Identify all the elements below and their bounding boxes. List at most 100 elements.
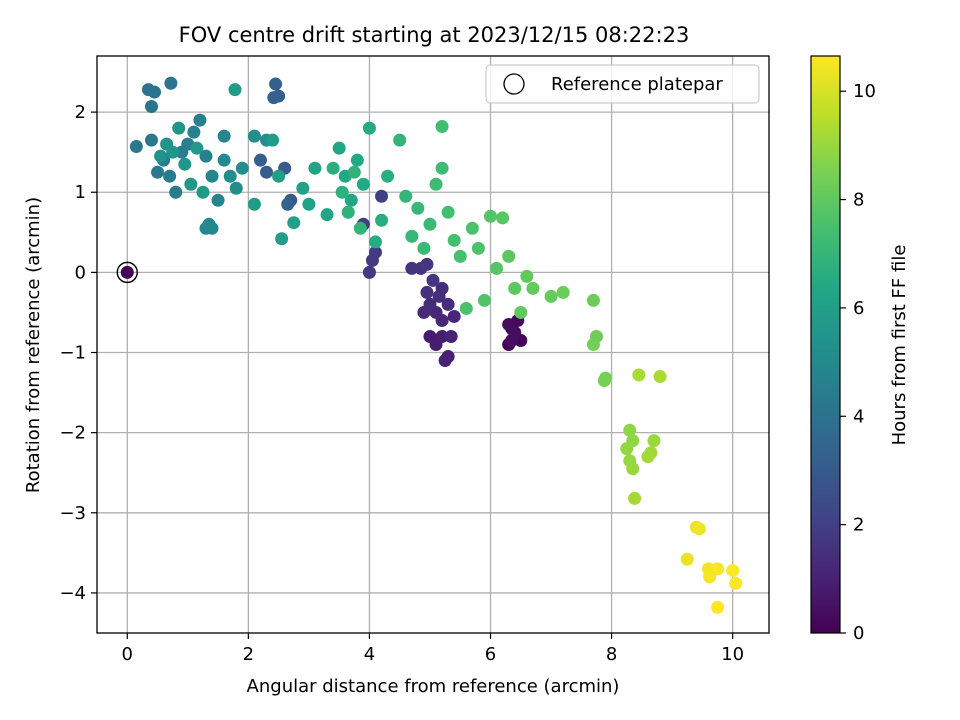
scatter-point <box>381 169 395 183</box>
scatter-point <box>405 229 419 243</box>
colorbar-tick-label: 10 <box>853 81 876 102</box>
x-axis-label: Angular distance from reference (arcmin) <box>247 676 620 697</box>
scatter-point <box>435 120 449 134</box>
scatter-point <box>368 235 382 249</box>
scatter-point <box>281 197 295 211</box>
scatter-point <box>628 491 642 505</box>
scatter-point <box>586 293 600 307</box>
scatter-point <box>190 141 204 155</box>
scatter-point <box>320 208 334 222</box>
scatter-point <box>275 232 289 246</box>
scatter-point <box>235 161 249 175</box>
scatter-point <box>151 165 165 179</box>
scatter-point <box>441 297 455 311</box>
scatter-point <box>375 189 389 203</box>
scatter-point <box>178 157 192 171</box>
x-tick-label: 10 <box>721 644 744 665</box>
scatter-point <box>520 269 534 283</box>
scatter-point <box>544 289 558 303</box>
scatter-point <box>267 91 281 105</box>
y-tick-label: −2 <box>59 423 86 444</box>
scatter-point <box>653 370 667 384</box>
scatter-point <box>260 165 274 179</box>
chart-title: FOV centre drift starting at 2023/12/15 … <box>179 23 690 47</box>
scatter-point <box>266 133 280 147</box>
scatter-point <box>287 216 301 230</box>
y-tick-label: −3 <box>59 503 86 524</box>
scatter-point <box>187 125 201 139</box>
colorbar-label: Hours from first FF file <box>889 245 910 446</box>
scatter-point <box>429 177 443 191</box>
scatter-point <box>620 442 634 456</box>
scatter-point <box>505 333 519 347</box>
scatter-point <box>441 205 455 219</box>
scatter-point <box>223 169 237 183</box>
scatter-point <box>526 281 540 295</box>
scatter-point <box>326 161 340 175</box>
scatter-point <box>641 450 655 464</box>
scatter-point <box>193 113 207 127</box>
scatter-point <box>447 309 461 323</box>
scatter-point <box>411 201 425 215</box>
scatter-point <box>368 245 382 259</box>
scatter-point <box>217 153 231 167</box>
scatter-point <box>393 133 407 147</box>
scatter-point <box>217 129 231 143</box>
scatter-point <box>423 297 437 311</box>
scatter-point <box>726 563 740 577</box>
y-tick-label: −4 <box>59 583 86 604</box>
scatter-point <box>144 99 158 113</box>
scatter-point <box>399 189 413 203</box>
scatter-point <box>471 241 485 255</box>
scatter-point <box>350 153 364 167</box>
scatter-point <box>453 249 467 263</box>
scatter-point <box>417 241 431 255</box>
scatter-point <box>148 85 162 99</box>
scatter-point <box>272 169 286 183</box>
scatter-point <box>435 329 449 343</box>
scatter-point <box>556 285 570 299</box>
scatter-point <box>166 145 180 159</box>
colorbar-tick-label: 4 <box>853 406 864 427</box>
scatter-point <box>490 261 504 275</box>
scatter-point <box>199 149 213 163</box>
scatter-point <box>228 83 242 97</box>
legend-label: Reference platepar <box>551 74 723 95</box>
scatter-point <box>459 301 473 315</box>
scatter-point <box>229 181 243 195</box>
scatter-point <box>432 289 446 303</box>
scatter-point <box>647 434 661 448</box>
scatter-point <box>205 169 219 183</box>
scatter-point <box>626 462 640 476</box>
colorbar-tick-label: 0 <box>853 623 864 644</box>
scatter-point <box>586 338 600 351</box>
colorbar-tick-label: 2 <box>853 515 864 536</box>
scatter-point <box>465 221 479 235</box>
x-tick-label: 6 <box>485 644 496 665</box>
scatter-point <box>477 293 491 307</box>
scatter-point <box>423 217 437 231</box>
scatter-point <box>172 121 186 135</box>
scatter-point <box>514 305 528 319</box>
scatter-point <box>375 213 389 227</box>
scatter-point <box>435 161 449 175</box>
scatter-point <box>335 185 349 199</box>
scatter-point <box>253 153 267 167</box>
scatter-point <box>632 368 646 382</box>
scatter-point <box>269 77 283 91</box>
scatter-point <box>680 552 694 566</box>
plot-frame <box>96 55 770 634</box>
scatter-point <box>496 211 510 225</box>
scatter-point <box>420 257 434 271</box>
legend-marker <box>503 73 525 95</box>
scatter-point <box>211 193 225 207</box>
data-points <box>116 76 743 614</box>
scatter-point <box>438 354 452 368</box>
scatter-point <box>356 177 370 191</box>
scatter-point <box>296 181 310 195</box>
scatter-point <box>163 169 177 183</box>
x-tick-label: 0 <box>122 644 133 665</box>
scatter-point <box>154 149 168 163</box>
scatter-point <box>302 197 316 211</box>
